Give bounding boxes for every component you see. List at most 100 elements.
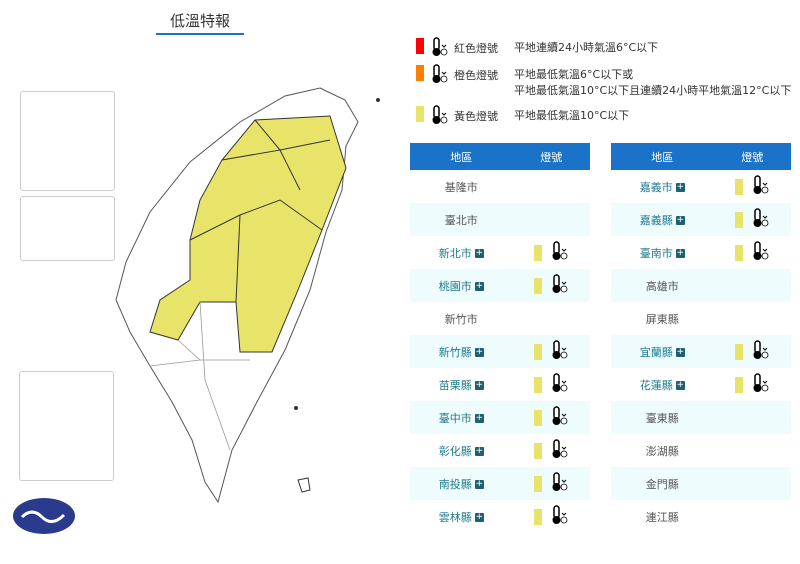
- yellow-signal: [534, 277, 543, 294]
- yellow-signal: [534, 442, 543, 459]
- table-row: 新北市 +: [410, 236, 590, 269]
- table-row: 嘉義縣 +: [611, 203, 791, 236]
- thermometer-icon: [550, 439, 568, 462]
- region-name: 高雄市: [645, 279, 679, 293]
- thermometer-icon: [430, 105, 448, 128]
- table-row: 基隆市: [410, 170, 590, 203]
- yellow-signal: [534, 244, 543, 261]
- region-name[interactable]: 嘉義市: [639, 180, 673, 194]
- expand-plus-icon[interactable]: +: [474, 347, 484, 357]
- region-name: 屏東縣: [645, 312, 679, 326]
- thermometer-icon: [751, 175, 769, 198]
- expand-plus-icon[interactable]: +: [474, 512, 484, 522]
- expand-plus-icon[interactable]: +: [474, 248, 484, 258]
- region-name[interactable]: 臺南市: [639, 246, 673, 260]
- table-row: 臺北市: [410, 203, 590, 236]
- table-row: 連江縣: [611, 500, 791, 533]
- yellow-signal: [534, 376, 543, 393]
- table-row: 新竹縣 +: [410, 335, 590, 368]
- page-title: 低溫特報: [156, 10, 244, 35]
- table-row: 宜蘭縣 +: [611, 335, 791, 368]
- table-right: 地區 燈號 嘉義市 + 嘉義縣 + 臺南市 + 高雄市 屏東縣 宜蘭縣 + 花蓮縣 + 臺東縣 澎湖縣 金門縣連…: [611, 143, 791, 533]
- region-name[interactable]: 苗栗縣: [438, 378, 472, 392]
- inset-penghu: [19, 371, 114, 481]
- header-region: 地區: [611, 143, 714, 170]
- yellow-signal: [534, 508, 543, 525]
- region-name[interactable]: 花蓮縣: [639, 378, 673, 392]
- expand-plus-icon[interactable]: +: [474, 281, 484, 291]
- taiwan-map[interactable]: [0, 0, 400, 564]
- table-row: 南投縣 +: [410, 467, 590, 500]
- yellow-signal: [534, 343, 543, 360]
- inset-kinmen: [20, 196, 115, 261]
- yellow-signal: [735, 211, 744, 228]
- thermometer-icon: [550, 406, 568, 429]
- region-name: 連江縣: [645, 510, 679, 524]
- table-row: 新竹市: [410, 302, 590, 335]
- expand-plus-icon[interactable]: +: [474, 413, 484, 423]
- region-name[interactable]: 南投縣: [438, 477, 472, 491]
- yellow-signal: [534, 475, 543, 492]
- region-name[interactable]: 雲林縣: [438, 510, 472, 524]
- yellow-signal: [735, 244, 744, 261]
- region-name[interactable]: 新北市: [438, 246, 472, 260]
- table-row: 花蓮縣 +: [611, 368, 791, 401]
- expand-plus-icon[interactable]: +: [675, 248, 685, 258]
- table-row: 臺中市 +: [410, 401, 590, 434]
- table-row: 桃園市 +: [410, 269, 590, 302]
- table-row: 高雄市: [611, 269, 791, 302]
- thermometer-icon: [550, 472, 568, 495]
- region-name: 臺東縣: [645, 411, 679, 425]
- thermometer-icon: [550, 241, 568, 264]
- thermometer-icon: [430, 64, 448, 87]
- thermometer-icon: [751, 340, 769, 363]
- thermometer-icon: [550, 340, 568, 363]
- yellow-signal: [735, 178, 744, 195]
- table-row: 澎湖縣: [611, 434, 791, 467]
- region-name: 基隆市: [444, 180, 478, 194]
- expand-plus-icon[interactable]: +: [675, 347, 685, 357]
- legend-swatch: [416, 38, 424, 54]
- yellow-signal: [735, 343, 744, 360]
- region-name[interactable]: 宜蘭縣: [639, 345, 673, 359]
- expand-plus-icon[interactable]: +: [474, 446, 484, 456]
- expand-plus-icon[interactable]: +: [675, 215, 685, 225]
- legend-swatch: [416, 65, 424, 81]
- table-row: 彰化縣 +: [410, 434, 590, 467]
- thermometer-icon: [550, 274, 568, 297]
- table-row: 屏東縣: [611, 302, 791, 335]
- header-region: 地區: [410, 143, 513, 170]
- region-name[interactable]: 新竹縣: [438, 345, 472, 359]
- legend-swatch: [416, 106, 424, 122]
- table-left: 地區 燈號 基隆市 臺北市 新北市 + 桃園市 + 新竹市 新竹縣 + 苗栗縣 + 臺中市 + 彰化縣 + 南投縣…: [410, 143, 590, 533]
- table-row: 臺東縣: [611, 401, 791, 434]
- thermometer-icon: [550, 505, 568, 528]
- region-name: 臺北市: [444, 213, 478, 227]
- table-row: 雲林縣 +: [410, 500, 590, 533]
- region-name: 新竹市: [444, 312, 478, 326]
- expand-plus-icon[interactable]: +: [675, 380, 685, 390]
- expand-plus-icon[interactable]: +: [675, 182, 685, 192]
- table-row: 金門縣: [611, 467, 791, 500]
- region-name: 澎湖縣: [645, 444, 679, 458]
- table-row: 臺南市 +: [611, 236, 791, 269]
- expand-plus-icon[interactable]: +: [474, 380, 484, 390]
- table-row: 苗栗縣 +: [410, 368, 590, 401]
- region-name[interactable]: 桃園市: [438, 279, 472, 293]
- thermometer-icon: [751, 373, 769, 396]
- region-name[interactable]: 臺中市: [438, 411, 472, 425]
- yellow-signal: [534, 409, 543, 426]
- inset-matsu: [20, 91, 115, 191]
- region-name: 金門縣: [645, 477, 679, 491]
- cwa-logo: [13, 498, 75, 534]
- region-name[interactable]: 嘉義縣: [639, 213, 673, 227]
- thermometer-icon: [550, 373, 568, 396]
- header-signal: 燈號: [713, 143, 791, 170]
- expand-plus-icon[interactable]: +: [474, 479, 484, 489]
- thermometer-icon: [430, 37, 448, 60]
- thermometer-icon: [751, 208, 769, 231]
- region-name[interactable]: 彰化縣: [438, 444, 472, 458]
- header-signal: 燈號: [512, 143, 590, 170]
- table-row: 嘉義市 +: [611, 170, 791, 203]
- yellow-signal: [735, 376, 744, 393]
